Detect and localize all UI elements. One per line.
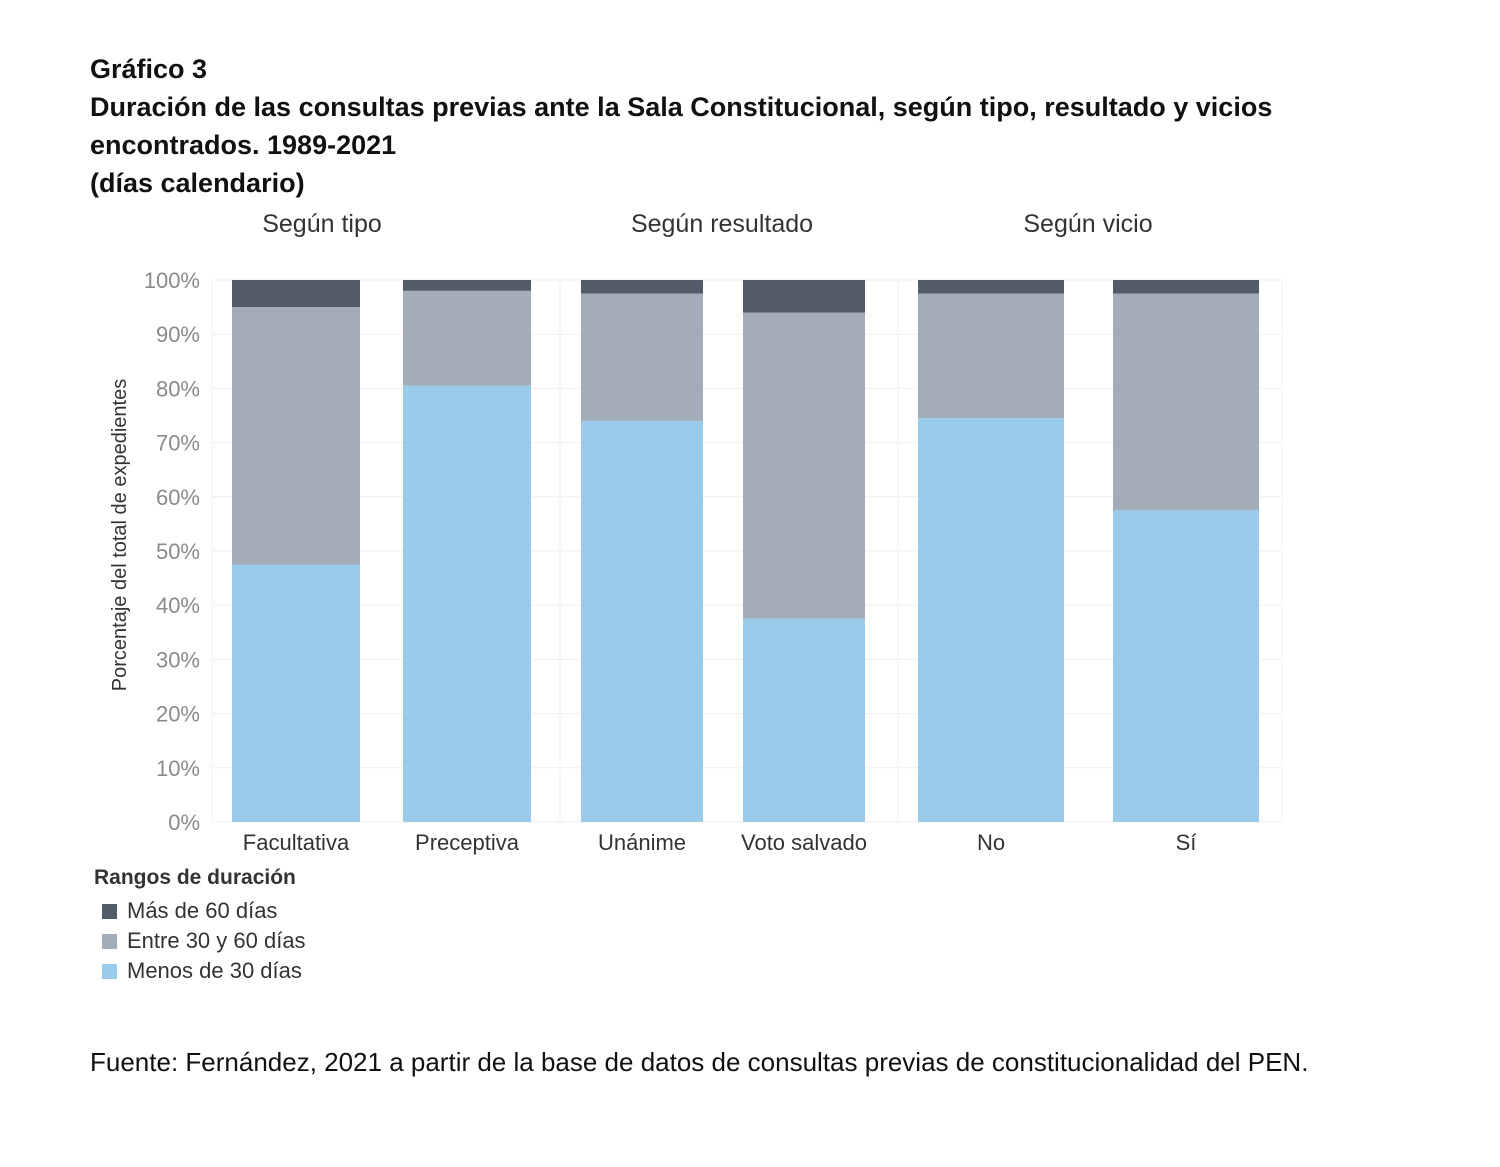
category-label: Unánime <box>598 830 686 855</box>
bar-segment-preceptiva-entre-30-y-60-días <box>403 290 531 386</box>
legend-label: Menos de 30 días <box>127 958 302 983</box>
panel-title: Según vicio <box>1023 210 1152 238</box>
legend-swatch <box>102 903 117 919</box>
y-tick-label: 90% <box>156 322 200 347</box>
legend-item: Entre 30 y 60 días <box>94 926 306 956</box>
chart-number: Gráfico 3 <box>90 54 208 84</box>
legend-swatch <box>102 933 117 949</box>
bar-segment-facultativa-entre-30-y-60-días <box>232 307 360 565</box>
legend-items: Más de 60 días Entre 30 y 60 días Menos de… <box>94 896 306 986</box>
panel-titles: Según tipo Según resultado Según vicio <box>262 210 1152 238</box>
y-tick-label: 60% <box>156 485 200 510</box>
y-tick-label: 10% <box>156 756 200 781</box>
chart-title: Duración de las consultas previas ante l… <box>90 92 1273 160</box>
y-tick-label: 70% <box>156 431 200 456</box>
bar-segment-unánime-menos-de-30-días <box>581 420 703 822</box>
legend-item: Más de 60 días <box>94 896 306 926</box>
legend-label: Más de 60 días <box>127 898 278 923</box>
bar-segment-sí-entre-30-y-60-días <box>1113 293 1259 511</box>
bar-segment-facultativa-más-de-60-días <box>232 280 360 308</box>
category-label: No <box>977 830 1005 855</box>
bar-segment-no-entre-30-y-60-días <box>918 293 1064 419</box>
bar-layer <box>232 280 1259 822</box>
chart-unit: (días calendario) <box>90 168 305 198</box>
bar-segment-voto-salvado-más-de-60-días <box>743 280 865 313</box>
legend-swatch <box>102 963 117 979</box>
bar-segment-sí-más-de-60-días <box>1113 280 1259 294</box>
bar-segment-no-más-de-60-días <box>918 280 1064 294</box>
panel-title: Según resultado <box>631 210 813 238</box>
legend-item: Menos de 30 días <box>94 956 306 986</box>
y-tick-labels: 0% 10% 20% 30% 40% 50% 60% 70% 80% 90% 100% <box>144 268 200 835</box>
bar-segment-unánime-entre-30-y-60-días <box>581 293 703 421</box>
bar-segment-facultativa-menos-de-30-días <box>232 564 360 822</box>
category-label: Sí <box>1176 830 1197 855</box>
legend-title: Rangos de duración <box>94 866 296 889</box>
y-tick-label: 50% <box>156 539 200 564</box>
category-label: Preceptiva <box>415 830 520 855</box>
bar-segment-unánime-más-de-60-días <box>581 280 703 294</box>
bar-segment-preceptiva-más-de-60-días <box>403 280 531 291</box>
bar-segment-voto-salvado-entre-30-y-60-días <box>743 312 865 619</box>
bar-segment-preceptiva-menos-de-30-días <box>403 385 531 822</box>
category-label: Voto salvado <box>741 830 867 855</box>
chart-header: Gráfico 3 Duración de las consultas prev… <box>90 50 1410 202</box>
bar-segment-no-menos-de-30-días <box>918 418 1064 822</box>
legend-label: Entre 30 y 60 días <box>127 928 306 953</box>
source-note: Fuente: Fernández, 2021 a partir de la b… <box>90 1047 1309 1077</box>
bar-segment-sí-menos-de-30-días <box>1113 510 1259 822</box>
category-labels: Facultativa Preceptiva Unánime Voto salvado… <box>243 830 1197 855</box>
panel-title: Según tipo <box>262 210 382 238</box>
y-tick-label: 100% <box>144 268 200 293</box>
y-tick-label: 0% <box>168 810 200 835</box>
y-tick-label: 30% <box>156 647 200 672</box>
y-tick-label: 20% <box>156 702 200 727</box>
y-tick-label: 40% <box>156 593 200 618</box>
legend: Rangos de duración Más de 60 días Entre 3… <box>94 866 306 986</box>
category-label: Facultativa <box>243 830 350 855</box>
stacked-bar-chart: 0% 10% 20% 30% 40% 50% 60% 70% 80% 90% 100% Facult… <box>109 210 1283 855</box>
y-axis-title: Porcentaje del total de expedientes <box>109 379 131 691</box>
bar-segment-voto-salvado-menos-de-30-días <box>743 618 865 822</box>
y-tick-label: 80% <box>156 376 200 401</box>
